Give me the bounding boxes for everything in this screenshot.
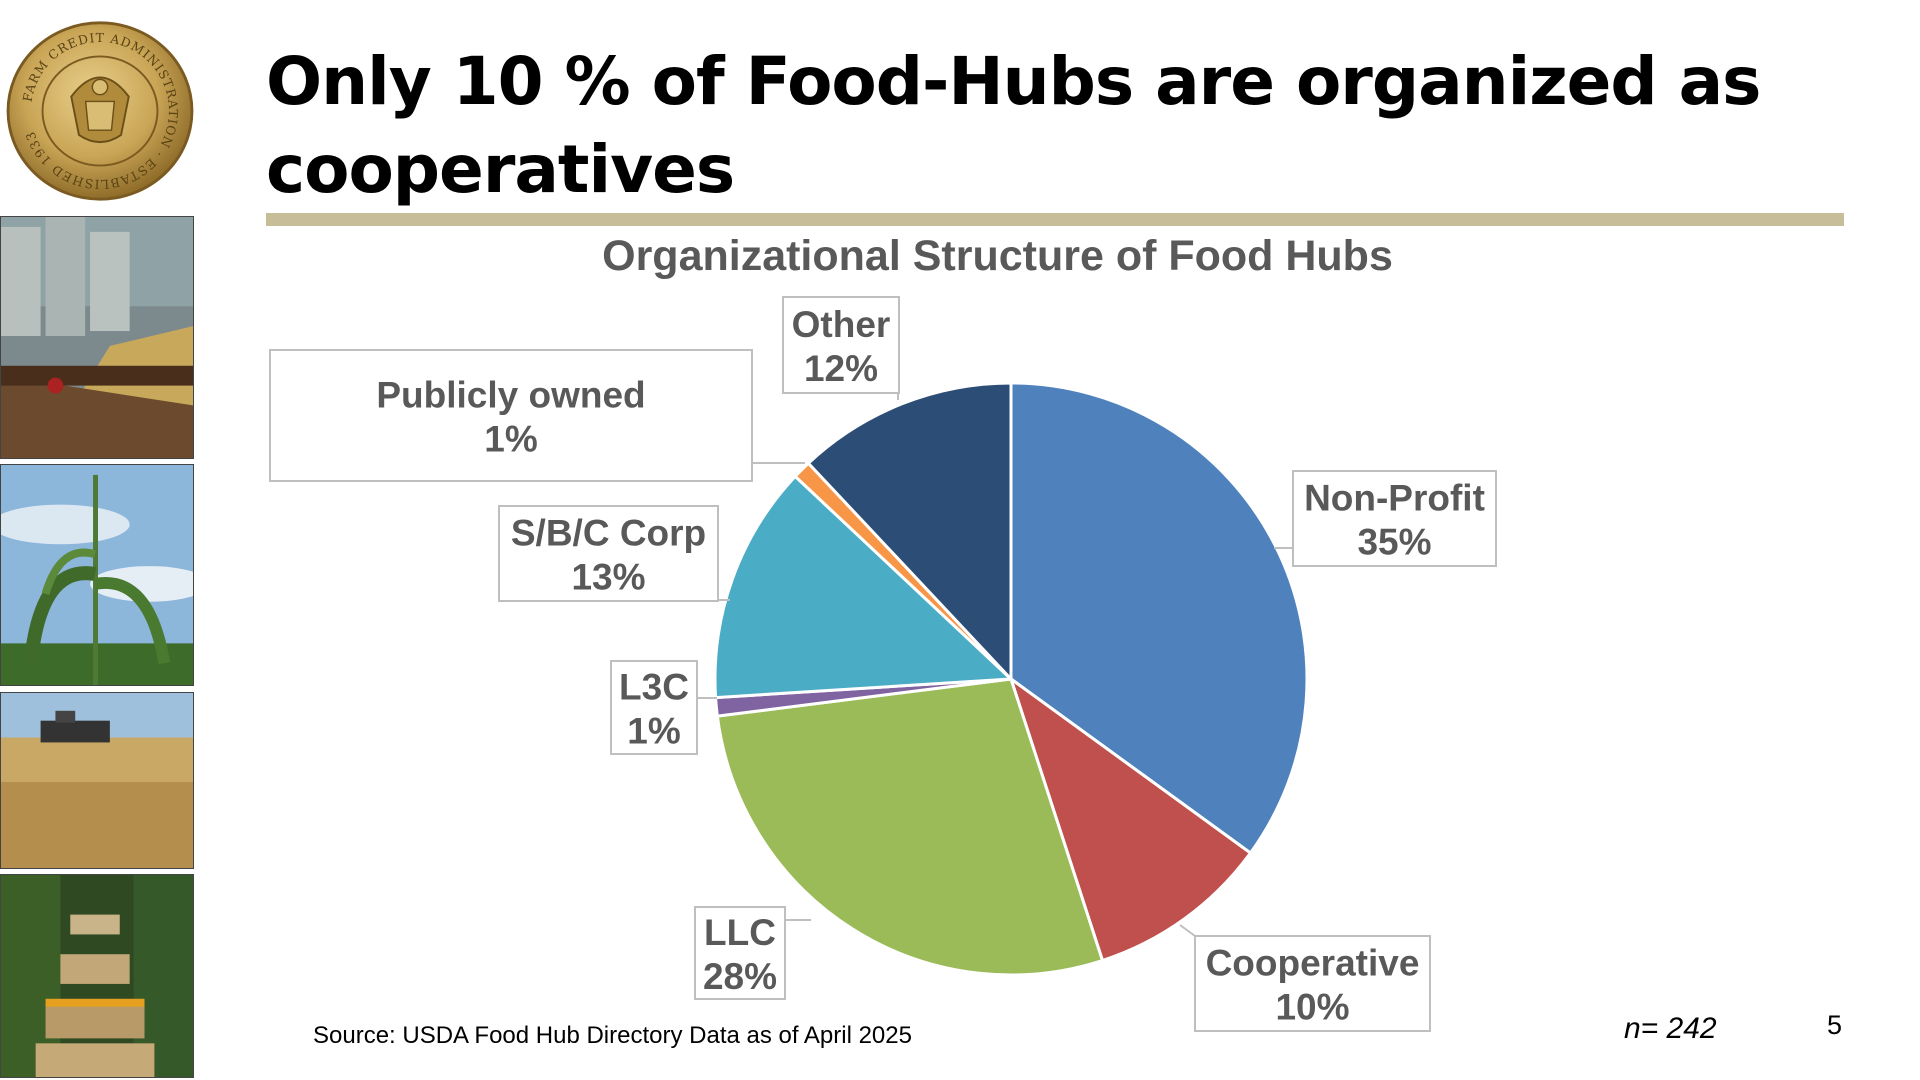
source-note: Source: USDA Food Hub Directory Data as … [313, 1022, 912, 1049]
label-box [1292, 470, 1497, 567]
slice-value: 12% [804, 348, 878, 389]
slice-label: Cooperative [1206, 943, 1420, 984]
title-divider [266, 213, 1844, 226]
slide-title: Only 10 % of Food-Hubs are organized as … [266, 43, 1761, 208]
leader-line [1179, 924, 1196, 937]
slice-label: L3C [619, 667, 689, 708]
label-box [269, 349, 753, 482]
slice-label: Other [792, 304, 891, 345]
pie-slices [713, 381, 1309, 977]
pie-slice-other [806, 381, 1013, 683]
chart-title: Organizational Structure of Food Hubs [602, 232, 1393, 280]
slice-value: 28% [703, 956, 777, 997]
corn-plant-photo [0, 464, 194, 686]
label-box [498, 505, 719, 602]
fca-seal-logo: FARM CREDIT ADMINISTRATION · ESTABLISHED… [6, 21, 194, 201]
label-box [1194, 935, 1431, 1032]
slice-label: Publicly owned [376, 375, 645, 416]
sample-size: n= 242 [1624, 1012, 1717, 1045]
wheat-harvest-photo [0, 692, 194, 869]
slice-value: 10% [1275, 987, 1349, 1028]
label-box [782, 296, 900, 394]
label-box [610, 660, 698, 755]
pie-slice-non-profit [1009, 381, 1309, 856]
orchard-crates-photo [0, 874, 194, 1078]
page-number: 5 [1827, 1010, 1843, 1040]
slice-label: S/B/C Corp [511, 513, 706, 554]
slice-label: LLC [704, 912, 776, 953]
label-box [694, 906, 786, 1000]
slice-value: 1% [627, 711, 680, 752]
slice-value: 1% [484, 419, 537, 460]
slice-value: 35% [1357, 522, 1431, 563]
pie-slice-cooperative [1008, 675, 1253, 963]
pie-slice-llc [715, 677, 1105, 977]
slice-label: Non-Profit [1304, 478, 1485, 519]
pie-slice-s-b-c-corp [713, 474, 1015, 700]
grain-elevator-photo [0, 216, 194, 459]
slice-value: 13% [571, 557, 645, 598]
